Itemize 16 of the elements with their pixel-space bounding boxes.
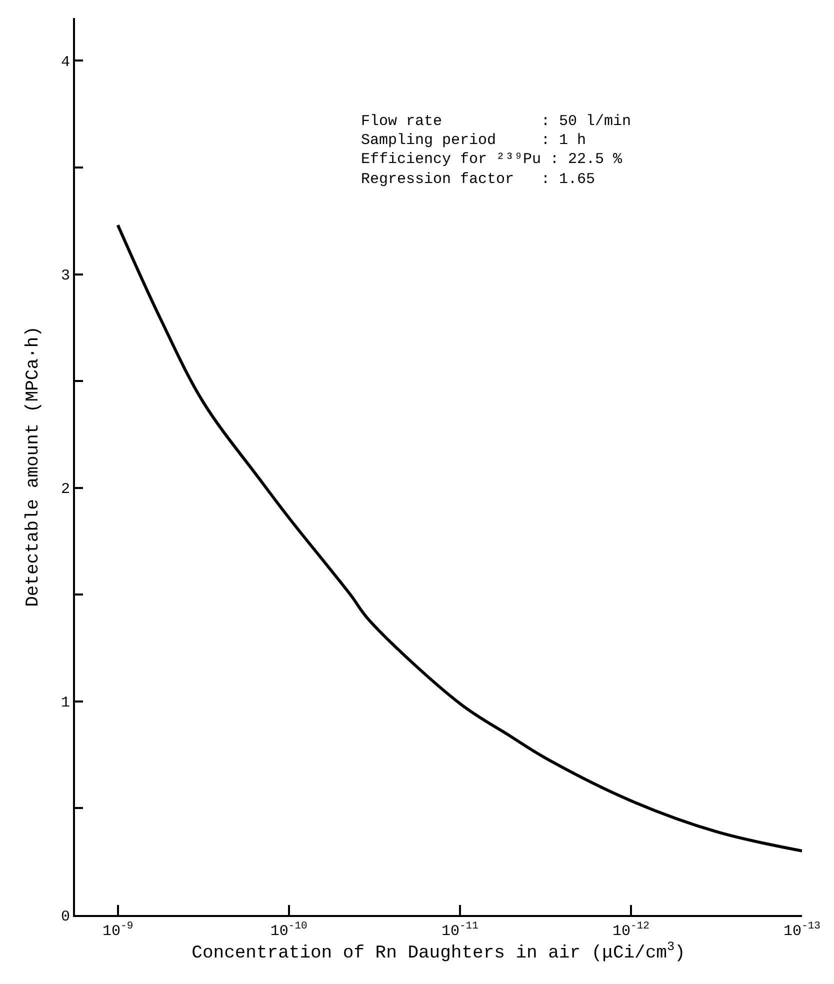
x-tick-label: 10$^{-13}$ [784,920,820,940]
y-tick-label: 2 [60,481,70,498]
y-tick-label: 3 [60,268,70,285]
y-tick-label: 1 [60,694,70,712]
x-tick-label: 10$^{-11}$ [441,920,478,940]
y-axis-title: Detectable amount (MPCa·h) [24,326,44,607]
x-tick-label: 10$^{-10}$ [270,920,308,940]
annotation: Flow rate : 50 l/min [361,113,632,130]
y-tick-label: 0 [60,908,70,926]
x-tick-label: 10$^{-12}$ [612,920,650,940]
annotation: Efficiency for ²³⁹Pu : 22.5 % [361,151,624,168]
y-tick-label: 4 [60,54,70,71]
annotation: Sampling period : 1 h [361,132,586,149]
x-tick-label: 10$^{-9}$ [102,920,134,940]
annotation: Regression factor : 1.65 [361,171,596,188]
x-axis-title: Concentration of Rn Daughters in air (μCi/cm$^{3}$) [192,940,686,964]
